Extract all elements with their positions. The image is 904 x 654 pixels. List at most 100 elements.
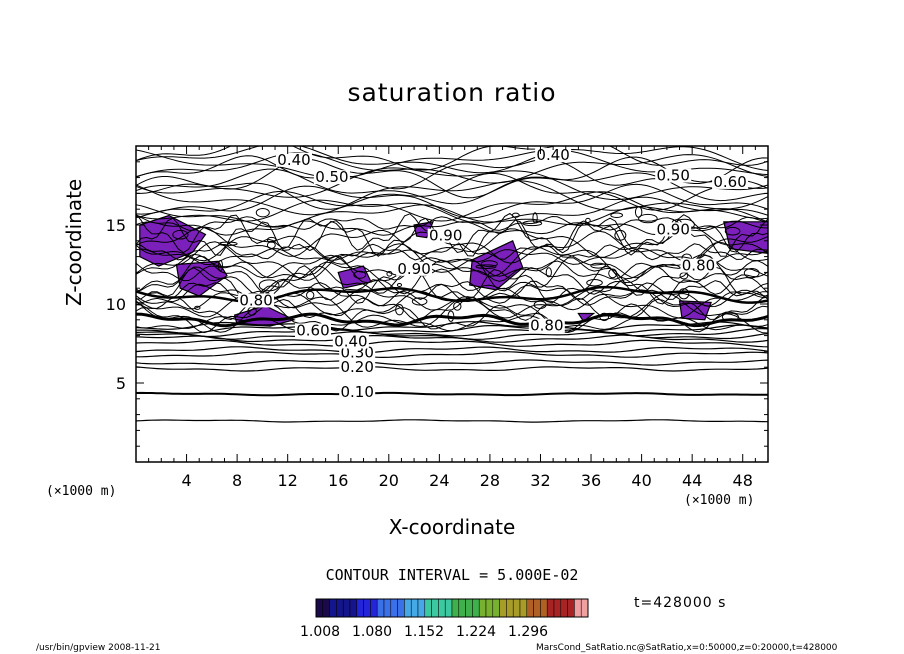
colorbar-segment-13 [404,598,412,618]
colorbar-segment-21 [458,598,466,618]
contour-line-mid-10 [136,254,768,297]
contour-label-15: 0.90 [397,260,430,278]
contour-line-low-4 [136,351,768,359]
colorbar-segment-31 [526,598,534,618]
colorbar-segment-29 [512,598,521,618]
x-tick-label-7: 32 [530,471,550,490]
contour-line-mid-9 [136,265,768,296]
colorbar-segment-9 [376,598,385,618]
contour-blob-19 [480,260,498,268]
contour-line-mid-17 [136,226,768,258]
colorbar-segment-15 [417,598,426,618]
colorbar-segment-2 [329,598,337,618]
colorbar-tick-label: 1.224 [456,624,497,640]
contour-blob-3 [532,212,538,224]
contour-interval: CONTOUR INTERVAL = 5.000E-02 [325,566,579,584]
colorbar-segment-5 [349,598,358,618]
x-tick-label-0: 4 [181,471,191,490]
colorbar-segment-37 [567,598,575,618]
contour-blob-34 [475,264,497,269]
contour-label-bg-1 [339,359,376,374]
x-tick-label-8: 36 [581,471,601,490]
contour-line-mid-19 [136,212,768,254]
contour-line-mid-16 [136,230,768,264]
contour-blob-15 [522,220,543,227]
y-tick-label-0: 5 [116,374,126,393]
contour-line-low-0 [136,419,768,423]
contour-label-bg-9 [712,174,749,189]
contour-blob-26 [194,305,201,310]
x-tick-label-2: 12 [278,471,298,490]
contour-blob-29 [743,267,760,279]
contour-line-thick-0 [136,312,768,328]
colorbar-segment-22 [465,598,473,618]
colorbar-segment-3 [336,598,344,618]
y-axis-label: Z-coordinate [62,178,86,306]
colorbar-segment-23 [472,598,480,618]
contour-label-bg-10 [313,170,350,185]
time-label: t=428000 s [634,595,727,611]
contour-label-3: 0.40 [334,333,367,351]
contour-label-bg-6 [276,152,312,167]
footer-left: /usr/bin/gpview 2008-11-21 [36,643,161,653]
x-tick-label-6: 28 [480,471,500,490]
contour-label-bg-2 [339,345,376,360]
contour-blob-32 [453,301,462,311]
contour-label-bg-11 [655,222,692,237]
colorbar-segment-33 [540,598,548,618]
colorbar-segment-26 [492,598,500,618]
colorbar-segment-34 [546,598,555,618]
contour-label-5: 0.80 [530,317,563,335]
chart-title: saturation ratio [347,78,557,107]
contour-line-mid-14 [136,247,768,266]
colorbar-segment-16 [424,598,432,618]
contour-blob-22 [545,267,552,278]
contour-line-upper-13 [136,146,768,171]
contour-blob-4 [255,207,270,218]
contour-blob-8 [218,241,238,246]
contour-line-mid-8 [136,265,768,305]
contour-blob-13 [586,279,603,287]
x-tick-label-10: 44 [682,471,702,490]
contour-line-mid-11 [136,259,768,282]
contour-label-1: 0.20 [340,358,373,376]
colorbar-segment-0 [315,598,324,618]
contour-label-bg-12 [680,258,717,273]
contour-line-mid-13 [136,241,768,281]
contour-blob-18 [411,297,428,306]
colorbar-segment-28 [506,598,514,618]
contour-line-low-1 [136,391,768,397]
contour-label-8: 0.50 [656,167,689,185]
contour-blob-37 [614,229,627,241]
contour-line-mid-3 [136,296,768,321]
contour-line-mid-12 [136,253,768,279]
contour-label-bg-15 [396,261,433,276]
contour-blob-17 [610,212,624,218]
x-tick-label-9: 40 [631,471,651,490]
x-tick-label-4: 20 [379,471,399,490]
contour-blob-2 [217,260,223,272]
y-tick-label-1: 10 [106,295,126,314]
x-tick-label-5: 24 [429,471,449,490]
x-tick-label-1: 8 [232,471,242,490]
colorbar-segment-24 [478,598,487,618]
colorbar-segment-35 [553,598,562,618]
contour-blob-23 [638,213,658,224]
contour-line-upper-8 [136,156,768,199]
colorbar-segment-27 [499,598,507,618]
contour-blob-14 [258,279,280,292]
contour-line-low-5 [136,346,768,354]
contour-blob-28 [266,241,276,249]
contour-label-0: 0.10 [340,383,373,401]
colorbar-tick-label: 1.296 [508,624,549,640]
contour-label-7: 0.40 [536,146,569,164]
contour-line-low-9 [136,328,768,338]
contour-label-bg-5 [528,318,565,333]
contour-line-upper-3 [136,183,768,219]
contour-line-upper-4 [136,180,768,216]
contour-line-upper-5 [136,172,768,211]
shaded-region-8 [723,221,768,255]
contour-label-11: 0.90 [656,220,689,238]
contour-label-bg-4 [294,323,331,338]
